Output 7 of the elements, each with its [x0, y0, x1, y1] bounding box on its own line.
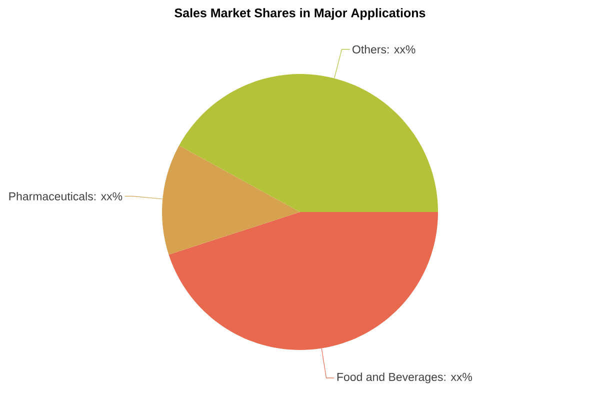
data-label: : xx% [94, 192, 122, 200]
chart-title: Sales Market Shares in Major Applications [174, 8, 426, 20]
slice-label: Pharmaceuticals [9, 192, 93, 200]
data-label: : xx% [444, 372, 472, 381]
data-label: : xx% [388, 45, 416, 54]
slice-label: Others [352, 45, 386, 54]
slice-label: Food and Beverages [337, 372, 443, 384]
